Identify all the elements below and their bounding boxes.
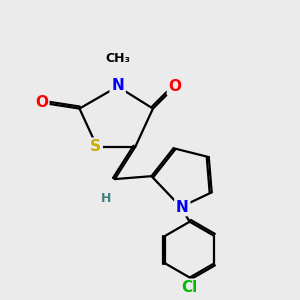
Text: N: N [111,78,124,93]
Text: CH₃: CH₃ [105,52,130,65]
Text: O: O [169,79,182,94]
Text: O: O [35,95,48,110]
Text: Cl: Cl [182,280,198,295]
Text: H: H [101,192,111,205]
Text: N: N [176,200,189,214]
Text: S: S [90,139,101,154]
